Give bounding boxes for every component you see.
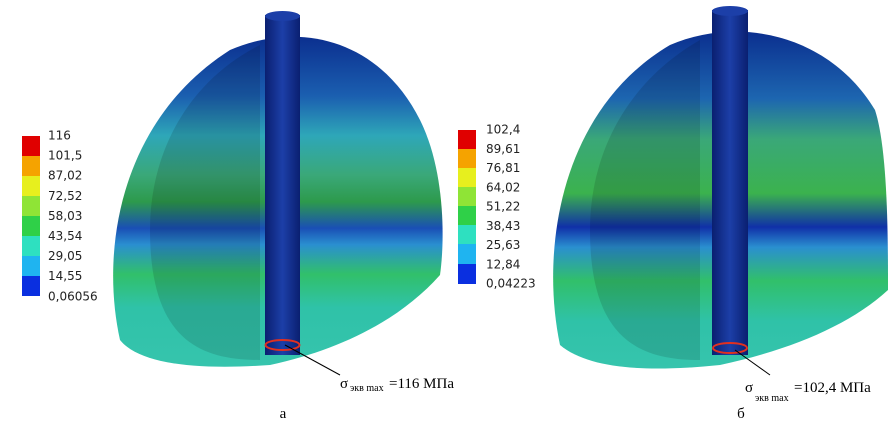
legend-b [458,130,476,284]
legend-label: 102,4 [486,123,520,137]
legend-label: 38,43 [486,219,520,233]
legend-label: 0,04223 [486,277,536,291]
annotation-symbol: σ [340,376,348,392]
annotation-text: =116 МПа [389,376,454,392]
model-a [113,11,442,375]
legend-label: 0,06056 [48,289,98,303]
legend-label: 89,61 [486,142,520,156]
caption: а [280,406,287,422]
legend-label: 64,02 [486,180,520,194]
page: {"figures": [ {"legend": ["116", "101,5"… [0,0,888,425]
legend-label: 101,5 [48,149,82,163]
legend-label: 72,52 [48,189,82,203]
legend-label: 58,03 [48,209,82,223]
annotation-symbol: σ [745,380,753,396]
legend-label: 51,22 [486,200,520,214]
annotation-subscript: экв max [350,383,384,394]
legend-label: 14,55 [48,269,82,283]
annotation-subscript: экв max [755,393,789,404]
annotation-text: =102,4 МПа [794,380,871,396]
legend-a [22,136,40,296]
legend-label: 25,63 [486,238,520,252]
legend-label: 87,02 [48,169,82,183]
figure: σ экв max =116 МПа σ экв max =102,4 МПа … [0,0,888,425]
legend-label: 12,84 [486,257,520,271]
legend-label: 43,54 [48,229,82,243]
model-b [553,6,888,375]
legend-label: 116 [48,129,71,143]
caption: б [737,406,745,422]
legend-label: 76,81 [486,161,520,175]
legend-label: 29,05 [48,249,82,263]
